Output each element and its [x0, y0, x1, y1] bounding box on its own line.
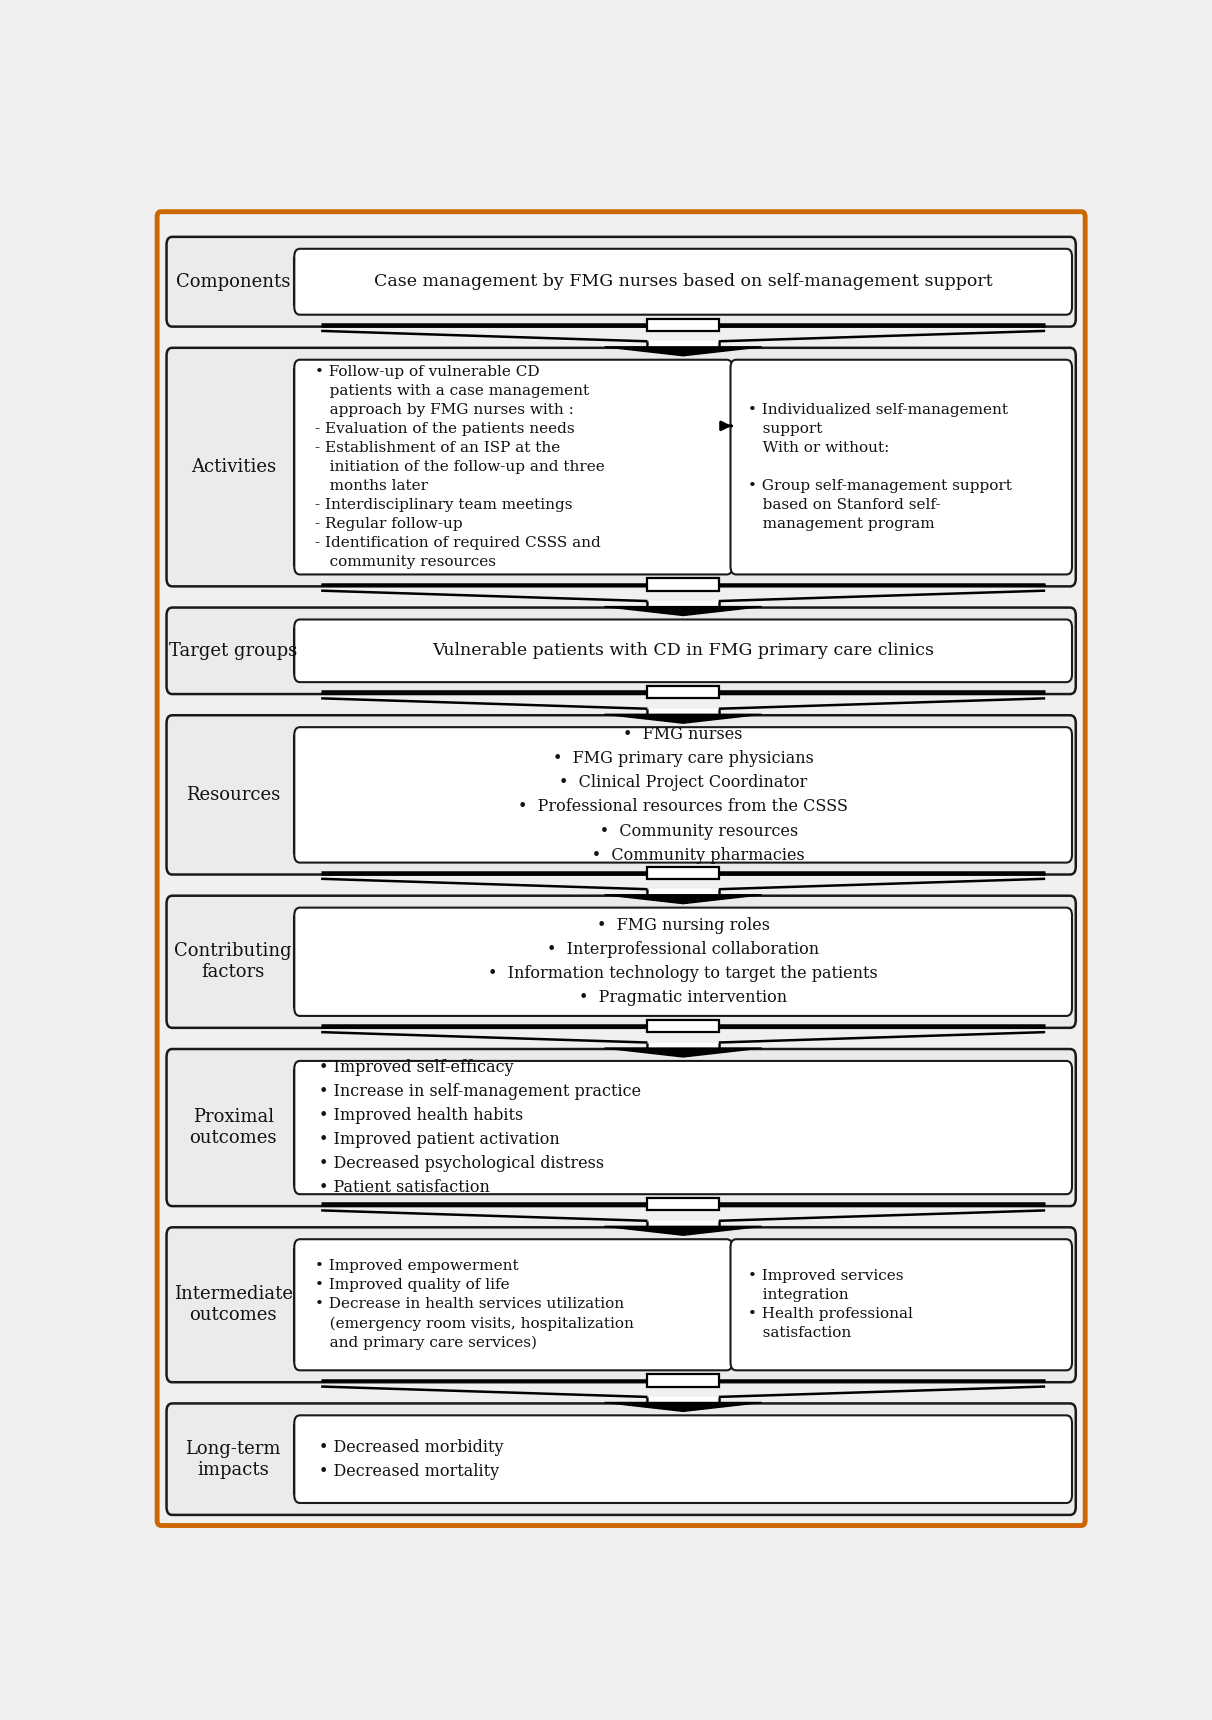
Polygon shape — [605, 1226, 761, 1235]
Text: Intermediate
outcomes: Intermediate outcomes — [173, 1285, 293, 1324]
FancyBboxPatch shape — [295, 1061, 1071, 1194]
Text: Components: Components — [176, 273, 291, 291]
Bar — [647, 1199, 719, 1211]
Bar — [647, 318, 719, 330]
Bar — [647, 686, 719, 698]
FancyBboxPatch shape — [166, 896, 1076, 1029]
Text: Resources: Resources — [187, 786, 280, 803]
Polygon shape — [650, 341, 718, 347]
FancyBboxPatch shape — [295, 1416, 1071, 1503]
Bar — [647, 867, 719, 879]
Text: • Improved services
   integration
• Health professional
   satisfaction: • Improved services integration • Health… — [748, 1269, 913, 1340]
FancyBboxPatch shape — [166, 716, 1076, 874]
Polygon shape — [650, 1397, 718, 1402]
Text: • Follow-up of vulnerable CD
   patients with a case management
   approach by F: • Follow-up of vulnerable CD patients wi… — [315, 365, 605, 569]
Polygon shape — [650, 1221, 718, 1226]
Bar — [647, 1020, 719, 1032]
Text: Activities: Activities — [190, 458, 276, 476]
Text: Target groups: Target groups — [170, 642, 297, 660]
FancyBboxPatch shape — [166, 1404, 1076, 1515]
Text: Long-term
impacts: Long-term impacts — [185, 1440, 281, 1479]
FancyBboxPatch shape — [295, 1238, 732, 1371]
Polygon shape — [605, 894, 761, 903]
Text: Contributing
factors: Contributing factors — [175, 943, 292, 980]
FancyBboxPatch shape — [295, 728, 1071, 863]
Polygon shape — [650, 600, 718, 607]
FancyBboxPatch shape — [158, 212, 1085, 1526]
Polygon shape — [605, 1047, 761, 1058]
FancyBboxPatch shape — [295, 249, 1071, 315]
Text: •  FMG nurses
•  FMG primary care physicians
•  Clinical Project Coordinator
•  : • FMG nurses • FMG primary care physicia… — [519, 726, 848, 863]
FancyBboxPatch shape — [295, 619, 1071, 683]
Text: •  FMG nursing roles
•  Interprofessional collaboration
•  Information technolog: • FMG nursing roles • Interprofessional … — [488, 917, 877, 1006]
Text: Case management by FMG nurses based on self-management support: Case management by FMG nurses based on s… — [373, 273, 993, 291]
FancyBboxPatch shape — [166, 237, 1076, 327]
Text: Vulnerable patients with CD in FMG primary care clinics: Vulnerable patients with CD in FMG prima… — [433, 642, 934, 659]
FancyBboxPatch shape — [166, 607, 1076, 695]
Text: • Decreased morbidity
• Decreased mortality: • Decreased morbidity • Decreased mortal… — [319, 1438, 503, 1479]
Polygon shape — [650, 1042, 718, 1047]
Bar — [647, 578, 719, 590]
Polygon shape — [605, 1402, 761, 1412]
Polygon shape — [650, 709, 718, 714]
FancyBboxPatch shape — [166, 1228, 1076, 1383]
Text: • Improved self-efficacy
• Increase in self-management practice
• Improved healt: • Improved self-efficacy • Increase in s… — [319, 1060, 641, 1197]
Text: Proximal
outcomes: Proximal outcomes — [189, 1108, 278, 1147]
Polygon shape — [650, 889, 718, 894]
FancyBboxPatch shape — [295, 908, 1071, 1017]
FancyBboxPatch shape — [731, 359, 1071, 574]
FancyBboxPatch shape — [731, 1238, 1071, 1371]
Polygon shape — [605, 714, 761, 722]
Bar — [647, 1374, 719, 1386]
Polygon shape — [605, 607, 761, 616]
Text: • Individualized self-management
   support
   With or without:

• Group self-ma: • Individualized self-management support… — [748, 402, 1012, 531]
Text: • Improved empowerment
• Improved quality of life
• Decrease in health services : • Improved empowerment • Improved qualit… — [315, 1259, 634, 1350]
FancyBboxPatch shape — [166, 347, 1076, 587]
FancyBboxPatch shape — [295, 359, 732, 574]
FancyBboxPatch shape — [166, 1049, 1076, 1206]
Polygon shape — [605, 347, 761, 356]
